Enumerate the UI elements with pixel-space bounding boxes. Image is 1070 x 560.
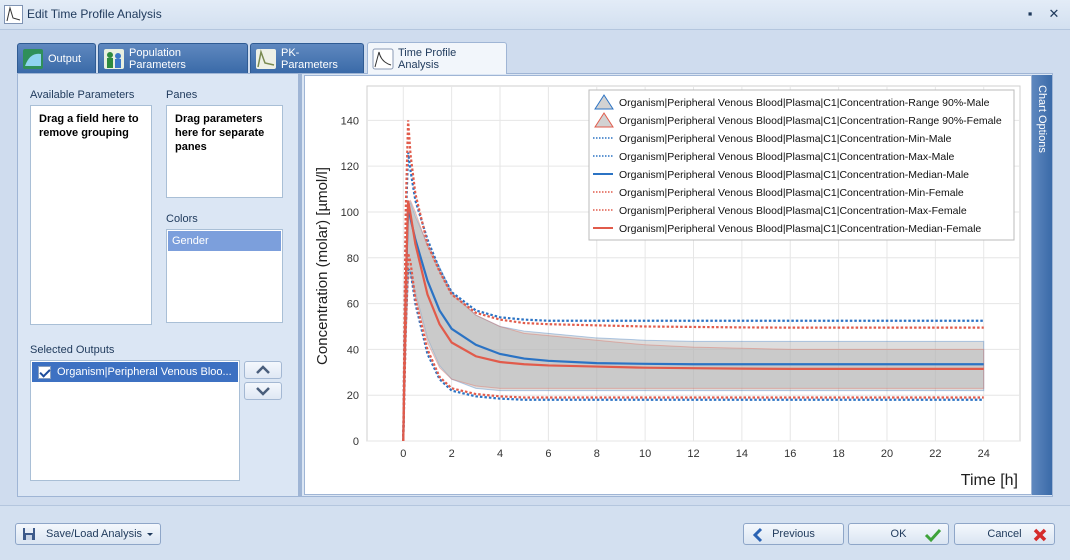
legend-entry-label: Organism|Peripheral Venous Blood|Plasma|…: [619, 187, 964, 199]
y-tick-label: 80: [347, 253, 359, 265]
legend-entry-label: Organism|Peripheral Venous Blood|Plasma|…: [619, 133, 952, 145]
colors-item-gender[interactable]: Gender: [168, 231, 281, 251]
x-axis-label: Time [h]: [961, 472, 1018, 489]
ok-button[interactable]: OK: [848, 523, 949, 545]
title-bar: Edit Time Profile Analysis ▪ ✕: [0, 0, 1070, 30]
tab-population-label: Population Parameters: [129, 46, 186, 71]
previous-button[interactable]: Previous: [743, 523, 844, 545]
x-tick-label: 8: [594, 448, 600, 460]
legend-swatch-range: [594, 94, 614, 110]
panel-splitter[interactable]: [298, 73, 302, 497]
available-parameters-list[interactable]: Drag a field here to remove grouping: [30, 105, 152, 325]
colors-list[interactable]: Gender: [166, 229, 283, 323]
x-tick-label: 18: [832, 448, 844, 460]
x-tick-label: 6: [545, 448, 551, 460]
legend-swatch-range: [594, 112, 614, 128]
chart-options-label: Chart Options: [1036, 85, 1048, 153]
chart-panel: 0 2 4 6 8 10 12 14 16 18 20 22 24 0 20 40 60 80 100 120 140 …: [304, 75, 1032, 495]
chart-options-tab[interactable]: Chart Options: [1032, 75, 1052, 495]
legend-entry-label: Organism|Peripheral Venous Blood|Plasma|…: [619, 115, 1002, 127]
panes-hint: Drag parameters here for separate panes: [175, 113, 265, 153]
population-icon: [103, 48, 125, 70]
tab-time-profile-analysis[interactable]: Time Profile Analysis: [367, 42, 507, 74]
tab-output-label: Output: [48, 52, 82, 65]
legend-entry-label: Organism|Peripheral Venous Blood|Plasma|…: [619, 169, 969, 181]
series-line-dotted-male-3: [402, 152, 984, 442]
legend-entry-label: Organism|Peripheral Venous Blood|Plasma|…: [619, 151, 955, 163]
tab-time-profile-label: Time Profile Analysis: [398, 46, 457, 71]
y-tick-label: 40: [347, 344, 359, 356]
pin-icon[interactable]: ▪: [1027, 6, 1033, 21]
x-tick-label: 2: [449, 448, 455, 460]
x-tick-label: 14: [736, 448, 748, 460]
series-line-dotted-female-5: [402, 252, 984, 442]
close-icon[interactable]: ✕: [1048, 6, 1060, 21]
time-profile-icon: [372, 48, 394, 70]
selected-outputs-label: Selected Outputs: [30, 344, 115, 356]
output-chart-icon: [22, 48, 44, 70]
pk-parameters-icon: [255, 48, 277, 70]
y-tick-label: 0: [353, 436, 359, 448]
selected-output-label: Organism|Peripheral Venous Bloo...: [57, 366, 232, 378]
y-tick-label: 20: [347, 390, 359, 402]
x-tick-label: 16: [784, 448, 796, 460]
cancel-label: Cancel: [987, 528, 1022, 540]
y-axis-label: Concentration (molar) [µmol/l]: [314, 167, 331, 365]
tab-population-parameters[interactable]: Population Parameters: [98, 43, 248, 73]
move-down-button[interactable]: [244, 382, 282, 400]
selected-outputs-list[interactable]: Organism|Peripheral Venous Bloo...: [30, 360, 240, 481]
legend-entry-label: Organism|Peripheral Venous Blood|Plasma|…: [619, 97, 990, 109]
chart-legend: Organism|Peripheral Venous Blood|Plasma|…: [588, 89, 1015, 241]
x-tick-label: 10: [639, 448, 651, 460]
series-line-solid-female-7: [402, 200, 984, 442]
y-tick-label: 100: [341, 207, 359, 219]
x-tick-label: 20: [881, 448, 893, 460]
cancel-x-icon: [1033, 528, 1047, 542]
available-parameters-label: Available Parameters: [30, 89, 135, 101]
range-band-male: [402, 201, 985, 442]
ok-label: OK: [890, 528, 907, 540]
series-line-dotted-female-6: [402, 120, 984, 442]
tab-output[interactable]: Output: [17, 43, 96, 73]
cancel-button[interactable]: Cancel: [954, 523, 1055, 545]
panes-drop-zone[interactable]: Drag parameters here for separate panes: [166, 105, 283, 198]
y-tick-label: 60: [347, 299, 359, 311]
legend-box: [588, 89, 1015, 241]
checkmark-icon: [924, 528, 942, 543]
x-tick-label: 4: [497, 448, 503, 460]
time-profile-chart[interactable]: 0 2 4 6 8 10 12 14 16 18 20 22 24020406080100120140 …: [305, 76, 1031, 494]
previous-label: Previous: [772, 528, 815, 540]
available-parameters-hint: Drag a field here to remove grouping: [39, 113, 139, 139]
chevron-up-icon: [256, 365, 270, 374]
y-tick-label: 140: [341, 115, 359, 127]
x-tick-label: 12: [687, 448, 699, 460]
legend-entry-label: Organism|Peripheral Venous Blood|Plasma|…: [619, 205, 967, 217]
save-load-analysis-button[interactable]: Save/Load Analysis: [15, 523, 161, 545]
colors-label: Colors: [166, 213, 198, 225]
tab-pk-label: PK-Parameters: [281, 46, 338, 71]
chevron-left-icon: [752, 527, 763, 543]
panes-label: Panes: [166, 89, 198, 101]
chevron-down-icon: [256, 387, 270, 396]
x-tick-label: 24: [978, 448, 990, 460]
app-icon: [4, 5, 23, 24]
y-tick-label: 120: [341, 161, 359, 173]
legend-entry-label: Organism|Peripheral Venous Blood|Plasma|…: [619, 223, 981, 235]
x-tick-label: 22: [929, 448, 941, 460]
save-load-label: Save/Load Analysis: [46, 528, 143, 540]
move-up-button[interactable]: [244, 361, 282, 379]
tab-pk-parameters[interactable]: PK-Parameters: [250, 43, 364, 73]
output-checkbox[interactable]: [38, 365, 51, 379]
x-tick-label: 0: [400, 448, 406, 460]
dropdown-arrow-icon: [147, 533, 153, 536]
selected-output-item[interactable]: Organism|Peripheral Venous Bloo...: [32, 362, 238, 382]
window-title: Edit Time Profile Analysis: [27, 7, 162, 21]
save-icon: [23, 528, 35, 540]
